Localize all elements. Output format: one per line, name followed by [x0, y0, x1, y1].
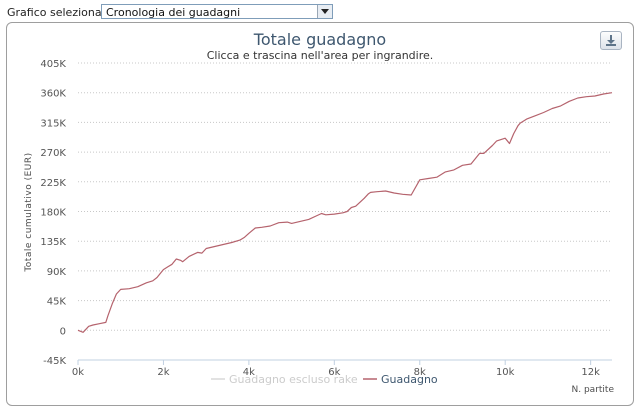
y-tick-label: 315K [40, 118, 66, 129]
y-tick-label: -45K [43, 356, 66, 367]
y-tick-label: 180K [40, 208, 66, 219]
x-tick-label: 10k [496, 367, 515, 378]
plot-area[interactable] [77, 92, 613, 333]
y-tick-label: 45K [47, 297, 67, 308]
x-tick-label: 4k [243, 367, 255, 378]
y-tick-label: 360K [40, 89, 66, 100]
legend-item[interactable]: Guadagno [381, 373, 438, 386]
y-tick-label: 225K [40, 178, 66, 189]
series-line-guadagno[interactable] [77, 92, 613, 333]
download-glyph [606, 35, 616, 46]
x-tick-label: 0k [72, 367, 84, 378]
y-tick-label: 0 [60, 326, 66, 337]
legend: Guadagno escluso rake Guadagno [211, 373, 438, 386]
y-axis: -45K 0 45K 90K 135K 180K 225K 270K 315K 360K 405K [40, 59, 66, 367]
x-axis: 0k 2k 4k 6k 8k 10k 12k [72, 359, 612, 378]
x-tick-label: 8k [414, 367, 426, 378]
chart-subtitle: Clicca e trascina nell'area per ingrandi… [207, 49, 434, 62]
y-tick-label: 405K [40, 59, 66, 70]
x-tick-label: 2k [157, 367, 169, 378]
y-tick-label: 270K [40, 148, 66, 159]
y-tick-label: 90K [47, 267, 67, 278]
chart-selector-value: Cronologia dei guadagni [106, 6, 241, 19]
x-tick-label: 6k [328, 367, 340, 378]
x-axis-label: N. partite [572, 385, 615, 395]
x-tick-label: 12k [581, 367, 600, 378]
download-icon[interactable] [600, 31, 622, 50]
chart-selector-label: Grafico selezionato [7, 6, 113, 19]
chevron-down-icon[interactable] [317, 5, 332, 18]
chart-selector-dropdown[interactable]: Cronologia dei guadagni [101, 4, 333, 19]
grid [78, 62, 612, 361]
y-tick-label: 135K [40, 237, 66, 248]
y-axis-label: Totale cumulativo (EUR) [24, 152, 34, 272]
chart-title: Totale guadagno [253, 30, 386, 49]
legend-item[interactable]: Guadagno escluso rake [229, 373, 358, 386]
toolbar: Grafico selezionato Cronologia dei guada… [0, 0, 640, 22]
